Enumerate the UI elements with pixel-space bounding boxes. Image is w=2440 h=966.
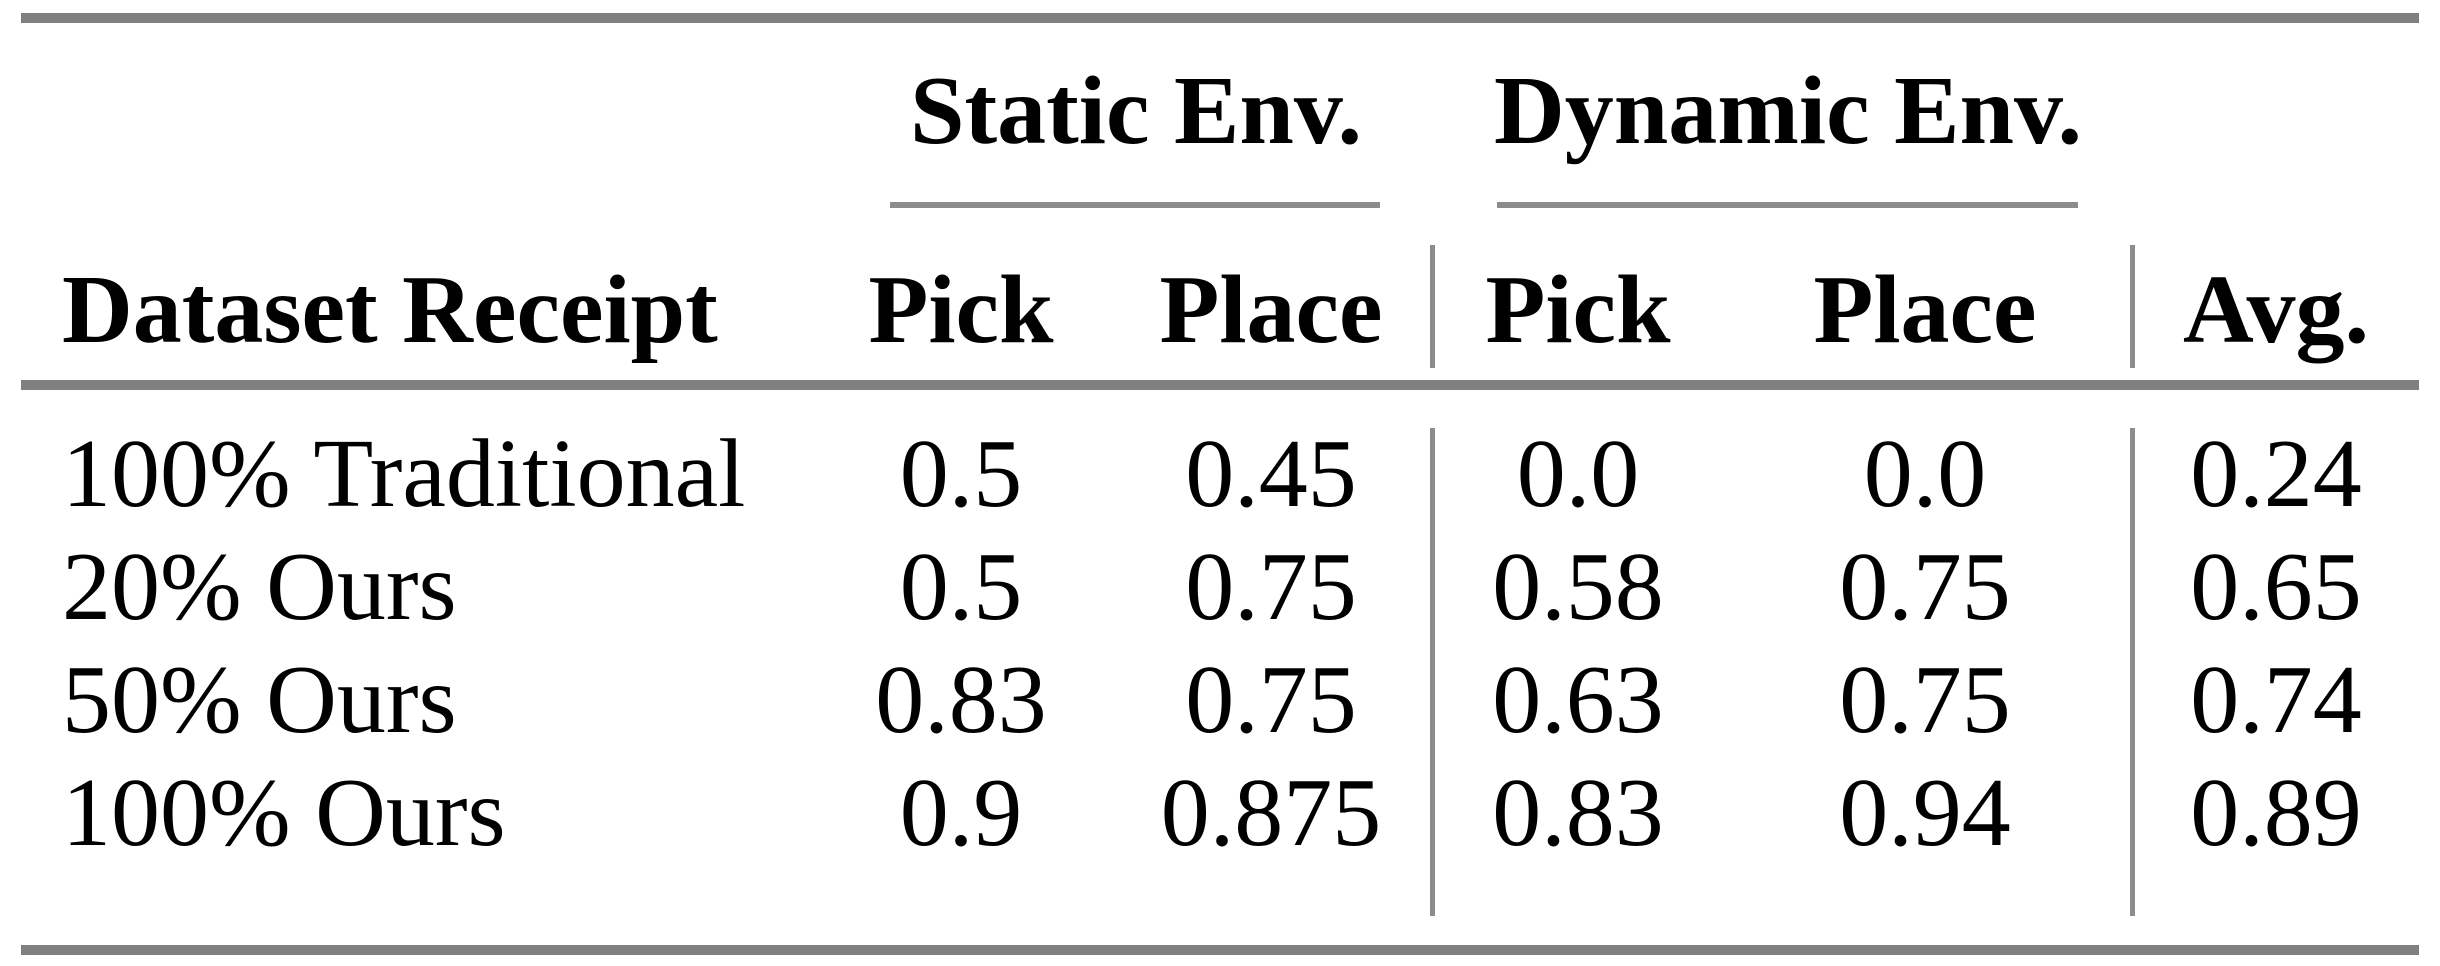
cell-avg: 0.24 [2190, 420, 2362, 528]
row-label: 100% Ours [62, 759, 506, 867]
column-header-dataset-receipt: Dataset Receipt [62, 256, 718, 364]
group-header-dynamic-env: Dynamic Env. [1493, 57, 2083, 165]
cell-static-place: 0.75 [1185, 646, 1357, 754]
cell-dynamic-pick: 0.58 [1492, 533, 1664, 641]
vertical-rule-1-upper [1430, 245, 1435, 368]
group-header-static-env: Static Env. [910, 57, 1362, 165]
header-mid-rule [21, 380, 2419, 390]
cell-static-place: 0.75 [1185, 533, 1357, 641]
static-env-underline [890, 202, 1380, 208]
cell-static-pick: 0.5 [899, 533, 1023, 641]
cell-static-pick: 0.5 [899, 420, 1023, 528]
row-label: 100% Traditional [62, 420, 746, 528]
dynamic-env-underline [1497, 202, 2078, 208]
column-header-static-pick: Pick [868, 256, 1054, 364]
cell-dynamic-pick: 0.83 [1492, 759, 1664, 867]
cell-static-place: 0.45 [1185, 420, 1357, 528]
column-header-static-place: Place [1159, 256, 1383, 364]
column-header-avg: Avg. [2183, 256, 2369, 364]
cell-dynamic-place: 0.75 [1839, 533, 2011, 641]
column-header-dynamic-place: Place [1813, 256, 2037, 364]
cell-dynamic-pick: 0.63 [1492, 646, 1664, 754]
cell-static-pick: 0.83 [875, 646, 1047, 754]
vertical-rule-1-lower [1430, 428, 1435, 916]
cell-avg: 0.74 [2190, 646, 2362, 754]
cell-avg: 0.89 [2190, 759, 2362, 867]
cell-static-place: 0.875 [1160, 759, 1382, 867]
vertical-rule-2-upper [2130, 245, 2135, 368]
cell-dynamic-place: 0.75 [1839, 646, 2011, 754]
row-label: 50% Ours [62, 646, 457, 754]
vertical-rule-2-lower [2130, 428, 2135, 916]
cell-avg: 0.65 [2190, 533, 2362, 641]
cell-dynamic-place: 0.0 [1863, 420, 1987, 528]
cell-static-pick: 0.9 [899, 759, 1023, 867]
column-header-dynamic-pick: Pick [1485, 256, 1671, 364]
cell-dynamic-pick: 0.0 [1516, 420, 1640, 528]
top-rule [21, 13, 2419, 23]
bottom-rule [21, 945, 2419, 955]
cell-dynamic-place: 0.94 [1839, 759, 2011, 867]
row-label: 20% Ours [62, 533, 457, 641]
